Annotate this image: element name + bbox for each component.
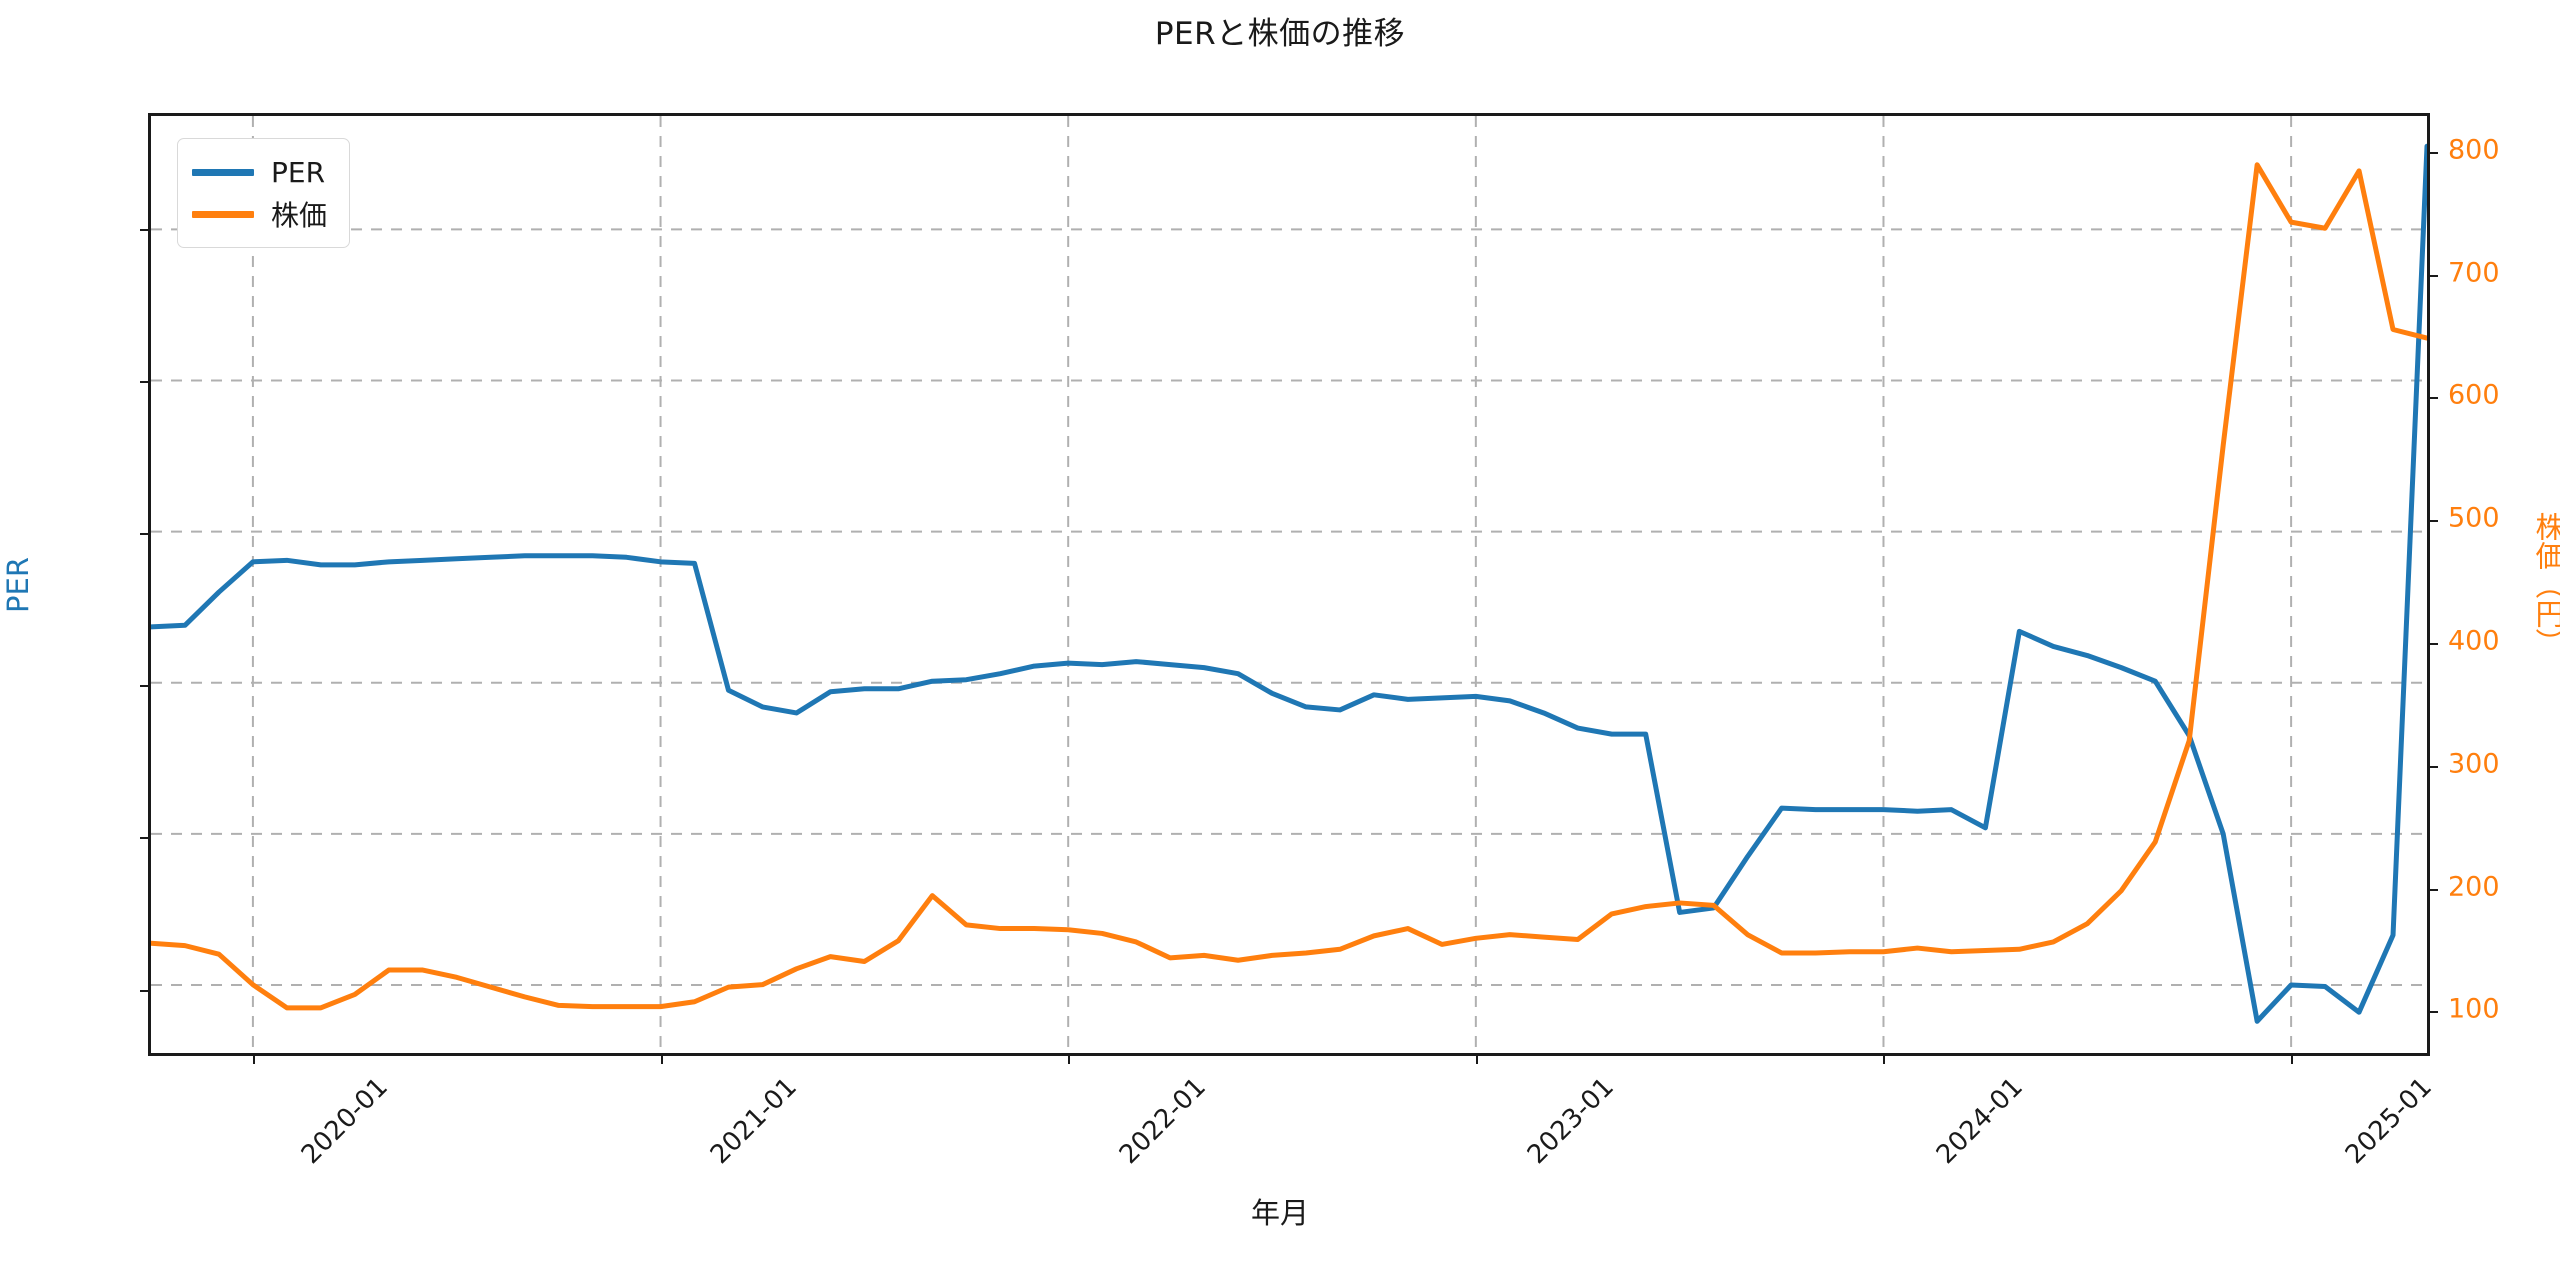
x-tick-mark-0 [252,1053,255,1064]
y-axis-right-label-text: 株価（円） [2531,512,2560,657]
y-tick-right-7: 100 [2448,993,2500,1025]
y-tick-right-mark-4 [2427,642,2438,645]
line-kabuka [151,165,2427,1008]
x-tick-label-5: 2025-01 [2339,1072,2438,1171]
y-tick-right-0: 800 [2448,134,2500,166]
line-per [151,146,2427,1021]
x-axis-label: 年月 [1250,1196,1309,1230]
y-tick-left-mark-4 [140,837,151,840]
y-tick-right-mark-3 [2427,520,2438,523]
y-tick-left-mark-3 [140,685,151,688]
y-axis-left-label-text: PER [1,556,35,613]
y-tick-left-mark-5 [140,989,151,992]
x-tick-label-0: 2020-01 [295,1072,395,1171]
data-layer [151,116,2427,1053]
y-tick-right-mark-7 [2427,1011,2438,1014]
x-tick-label-1: 2021-01 [704,1072,803,1171]
y-tick-left-mark-1 [140,381,151,384]
y-tick-right-6: 200 [2448,871,2500,903]
x-tick-mark-1 [660,1053,663,1064]
y-tick-right-1: 700 [2448,257,2500,289]
y-tick-right-4: 400 [2448,625,2500,657]
x-tick-label-3: 2023-01 [1522,1072,1621,1171]
y-tick-right-mark-0 [2427,151,2438,154]
y-axis-right-label: 株価（円） [2528,113,2560,1056]
y-tick-right-3: 500 [2448,502,2500,534]
y-tick-right-mark-5 [2427,765,2438,768]
plot-area: PER 株価 [140,113,2438,1064]
x-tick-label-2: 2022-01 [1113,1072,1212,1171]
y-tick-right-2: 600 [2448,379,2500,411]
legend-swatch-kabuka [192,210,254,218]
y-tick-right-5: 300 [2448,748,2500,780]
grid-layer [151,116,2427,1053]
legend-label-kabuka: 株価 [271,199,328,232]
x-tick-mark-2 [1068,1053,1071,1064]
x-tick-mark-4 [1883,1053,1886,1064]
legend-swatch-per [192,168,254,176]
y-tick-left-mark-2 [140,533,151,536]
legend-item-kabuka[interactable]: 株価 [192,193,327,235]
legend-label-per: PER [271,155,326,189]
y-axis-left-label: PER [0,113,38,1056]
x-tick-label-4: 2024-01 [1930,1072,2029,1171]
y-tick-left-mark-0 [140,229,151,232]
y-tick-right-mark-6 [2427,888,2438,891]
legend-item-per[interactable]: PER [192,151,327,193]
x-tick-mark-3 [1475,1053,1478,1064]
y-tick-right-mark-2 [2427,397,2438,400]
y-tick-right-mark-1 [2427,274,2438,277]
chart-legend: PER 株価 [177,138,351,248]
chart-title: PERと株価の推移 [1154,16,1406,52]
x-tick-mark-5 [2291,1053,2294,1064]
